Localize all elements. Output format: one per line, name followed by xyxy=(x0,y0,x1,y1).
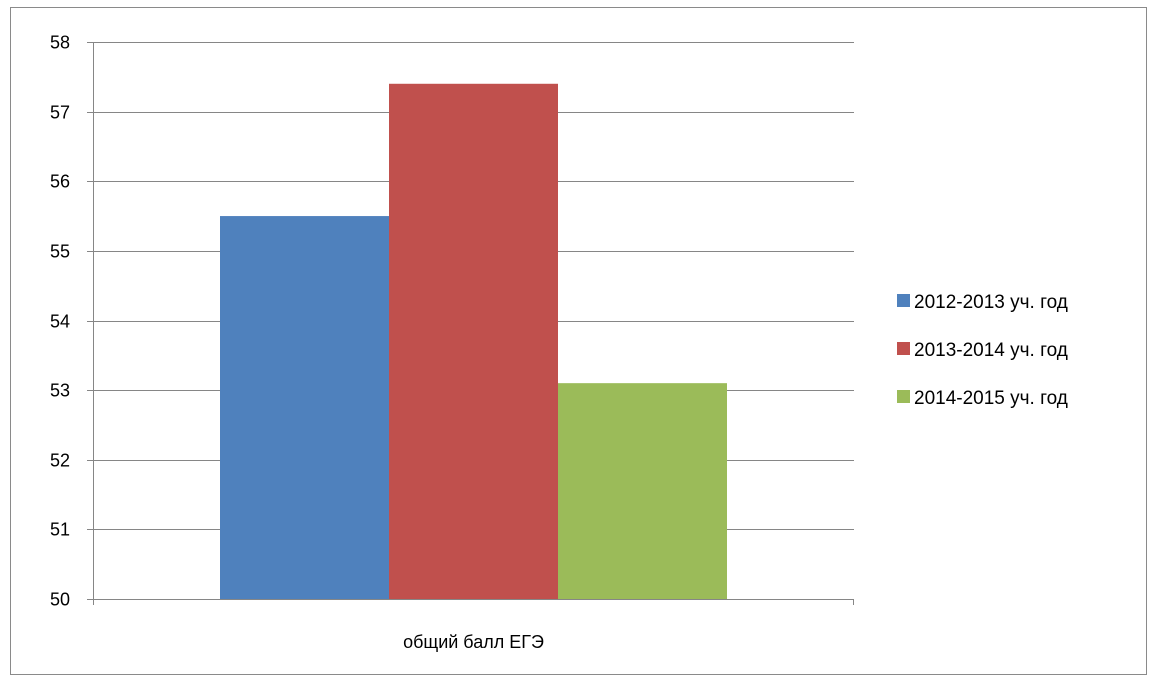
y-tick-label: 50 xyxy=(50,590,70,610)
bars xyxy=(220,83,727,599)
x-category-label: общий балл ЕГЭ xyxy=(403,632,544,652)
bar-2 xyxy=(389,83,558,599)
y-tick-label: 53 xyxy=(50,381,70,401)
y-tick-label: 54 xyxy=(50,312,70,332)
y-tick-label: 51 xyxy=(50,520,70,540)
legend-swatch-3 xyxy=(897,390,910,403)
bar-3 xyxy=(558,383,727,599)
legend-label-1: 2012-2013 уч. год xyxy=(914,292,1068,313)
bar-1 xyxy=(220,216,389,599)
y-tick-label: 57 xyxy=(50,103,70,123)
legend-label-2: 2013-2014 уч. год xyxy=(914,340,1068,361)
y-tick-label: 56 xyxy=(50,172,70,192)
y-tick-label: 55 xyxy=(50,242,70,262)
legend-label-3: 2014-2015 уч. год xyxy=(914,388,1068,409)
y-tick-labels: 50 51 52 53 54 55 56 57 58 xyxy=(50,33,70,610)
y-tick-label: 58 xyxy=(50,33,70,53)
x-category-labels: общий балл ЕГЭ xyxy=(403,632,544,652)
y-tick-label: 52 xyxy=(50,451,70,471)
legend-swatch-2 xyxy=(897,342,910,355)
axes xyxy=(87,42,854,605)
legend-swatch-1 xyxy=(897,294,910,307)
legend: 2012-2013 уч. год 2013-2014 уч. год 2014-2… xyxy=(897,292,1068,409)
